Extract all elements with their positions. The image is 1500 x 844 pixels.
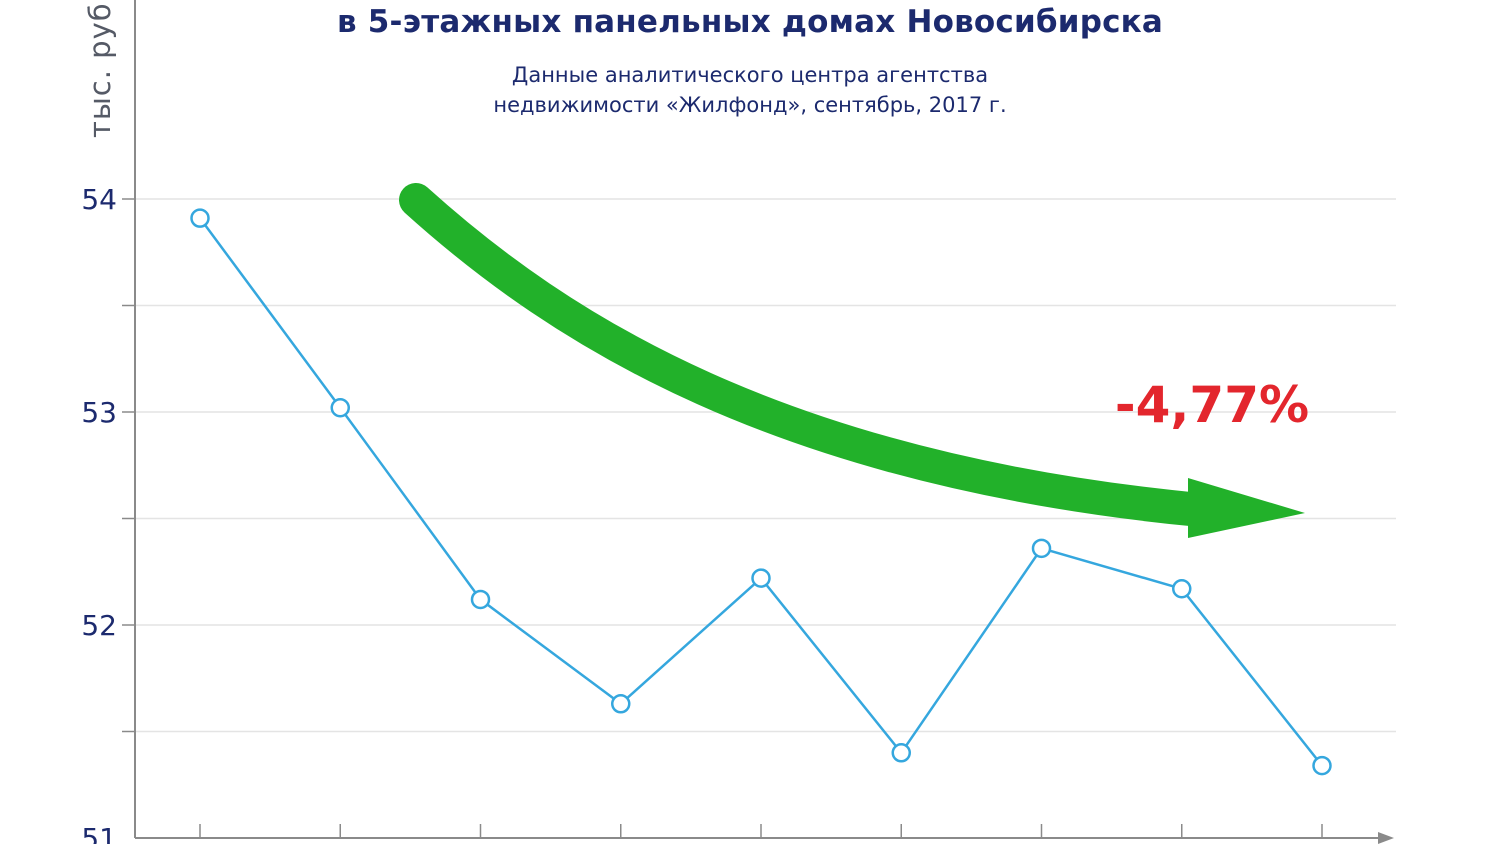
subtitle-line-2: недвижимости «Жилфонд», сентябрь, 2017 г… [493,93,1007,117]
trend-arrow-head [1188,478,1305,538]
subtitle-line-1: Данные аналитического центра агентства [511,63,989,87]
y-axis-label: тыс. руб [83,2,117,138]
percent-change-label: -4,77% [1115,376,1309,434]
y-tick-label: 52 [81,609,117,642]
chart-subtitle: Данные аналитического центра агентства н… [0,60,1500,120]
axes [122,0,1394,844]
data-point [891,743,911,763]
series-line [190,208,1332,776]
data-point [611,694,631,714]
data-point [1172,579,1192,599]
data-point [190,208,210,228]
chart-title: в 5-этажных панельных домах Новосибирска [336,4,1164,40]
data-point [751,568,771,588]
data-point [330,397,350,418]
y-tick-labels: 51 52 53 54 [81,183,117,844]
data-point [470,589,491,610]
gridlines [135,198,1396,733]
x-axis-arrowhead [1378,832,1394,844]
data-point [1031,538,1052,559]
y-tick-label: 53 [81,396,117,429]
y-tick-label: 54 [81,183,117,216]
trend-arrow-shaft [399,183,1217,527]
data-point [1312,755,1332,776]
y-tick-label: 51 [81,822,117,844]
trend-arrow [399,183,1305,538]
